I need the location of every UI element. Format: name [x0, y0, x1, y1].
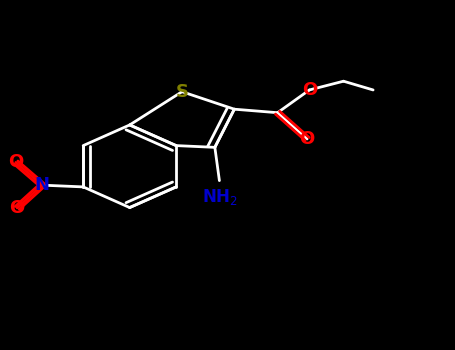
Text: S: S — [176, 83, 188, 101]
Text: N: N — [35, 176, 50, 194]
Text: O: O — [299, 130, 315, 148]
Text: O: O — [10, 199, 25, 217]
Text: NH$_2$: NH$_2$ — [202, 187, 237, 207]
Text: O: O — [302, 81, 317, 99]
Text: O: O — [8, 153, 24, 172]
